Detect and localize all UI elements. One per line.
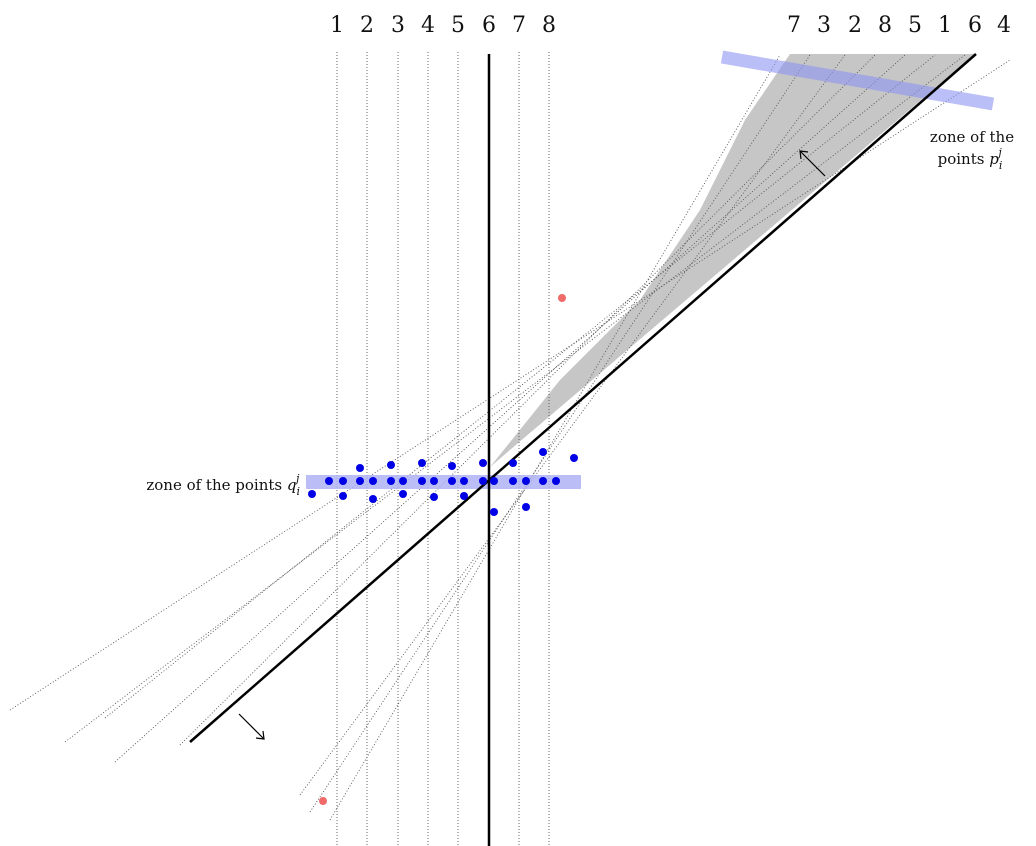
zone-p-symbol: p [989,150,999,168]
top-label-left: 4 [421,13,435,38]
top-labels-right: 7 3 2 8 5 1 6 4 [787,13,1011,38]
point-q [509,459,517,467]
point-q [369,495,377,503]
oblique-line-a [9,59,1011,711]
point-q [522,503,530,511]
zone-p-band [720,50,995,111]
oblique-line-c [104,54,936,719]
point-q [399,490,407,498]
zone-q-prefix: zone of the points [146,476,287,494]
point-q [356,477,364,485]
point-q [418,477,426,485]
point-q [356,464,364,472]
vertical-dotted-lines [336,52,550,846]
point-q [399,477,407,485]
top-label-left: 2 [360,13,374,38]
point-q [460,492,468,500]
point-q [479,459,487,467]
zone-q-sup: j [293,472,300,485]
point-q [339,477,347,485]
oblique-line-f [299,54,846,796]
point-q [522,477,530,485]
point-q [490,477,498,485]
zone-q-symbol: q [287,476,297,494]
top-label-right: 1 [938,13,952,38]
top-label-right: 3 [817,13,831,38]
zone-q-label: zone of the points qij [146,472,300,498]
zone-p-prefix: points [938,150,990,168]
point-q [387,461,395,469]
red-point-lower [319,797,327,805]
top-label-left: 1 [330,13,344,38]
zone-p-label-line1: zone of the [930,128,1014,146]
oblique-line-h [329,54,781,821]
top-label-right: 4 [997,13,1011,38]
point-q [430,477,438,485]
diagonal-solid-line [189,53,977,743]
point-q [418,459,426,467]
point-q [552,477,560,485]
point-q [448,462,456,470]
point-q [570,454,578,462]
blue-points [308,448,578,516]
top-labels-left: 1 2 3 4 5 6 7 8 [330,13,556,38]
arrow-upper-right [799,150,826,177]
point-q [460,477,468,485]
point-q [339,492,347,500]
top-label-left: 6 [482,13,496,38]
point-q [430,493,438,501]
point-q [448,477,456,485]
top-label-left: 5 [451,13,465,38]
point-q [490,508,498,516]
top-label-right: 6 [968,13,982,38]
zone-p-label-line2: points pij [938,146,1003,172]
oblique-line-e [179,54,876,746]
oblique-line-g [309,54,811,813]
top-label-right: 5 [908,13,922,38]
point-q [509,477,517,485]
arrow-lower-left [238,713,265,740]
top-label-left: 3 [391,13,405,38]
point-q [479,477,487,485]
point-q [387,477,395,485]
point-q [325,477,333,485]
top-label-left: 8 [542,13,556,38]
top-label-right: 2 [848,13,862,38]
shaded-region [490,54,975,467]
zone-q-sub: i [296,485,300,498]
red-point-upper [558,294,566,302]
zone-p-sub: i [999,159,1003,172]
point-q [539,448,547,456]
point-q [308,490,316,498]
top-label-left: 7 [512,13,526,38]
top-label-right: 7 [787,13,801,38]
oblique-dotted-lines [9,54,1011,821]
point-q [539,477,547,485]
point-q [369,477,377,485]
zone-p-sup: j [995,146,1002,159]
top-label-right: 8 [878,13,892,38]
